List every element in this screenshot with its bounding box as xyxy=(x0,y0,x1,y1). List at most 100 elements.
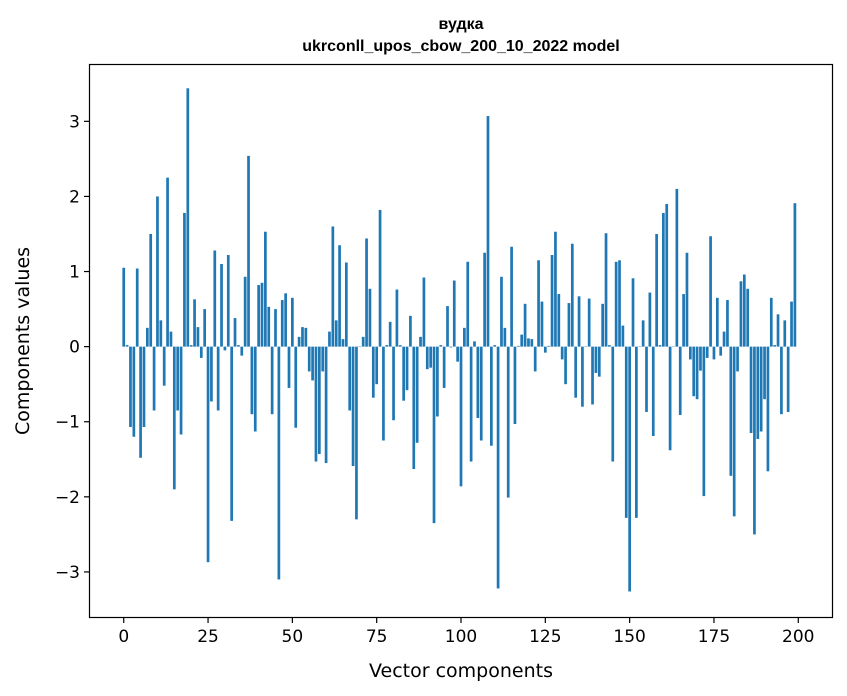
bar xyxy=(756,346,760,440)
bar xyxy=(193,299,196,347)
y-tick-label: −1 xyxy=(55,413,80,433)
bar xyxy=(297,336,301,347)
bar xyxy=(159,320,163,347)
bar xyxy=(631,278,635,347)
bar xyxy=(523,303,527,347)
bar xyxy=(715,297,719,347)
bar xyxy=(506,346,510,498)
bar xyxy=(213,250,217,347)
y-tick-label: 0 xyxy=(69,338,80,358)
bar xyxy=(648,292,652,347)
bar xyxy=(658,345,662,347)
bar xyxy=(793,203,797,347)
bar xyxy=(635,346,638,518)
bar xyxy=(145,327,149,347)
y-tick-label: 2 xyxy=(69,187,80,207)
bar xyxy=(152,346,156,411)
bar xyxy=(432,346,436,524)
bar xyxy=(685,252,689,347)
bars-group xyxy=(122,88,797,592)
bar xyxy=(277,346,281,580)
bar xyxy=(409,315,412,347)
bar xyxy=(267,306,271,347)
bar xyxy=(179,346,183,435)
bar xyxy=(726,300,729,347)
bar xyxy=(172,346,176,490)
bar xyxy=(473,341,476,347)
bar xyxy=(547,345,551,347)
plot-frame xyxy=(88,63,834,619)
bar xyxy=(608,345,611,347)
bar xyxy=(618,260,621,347)
bar xyxy=(739,281,743,347)
bar xyxy=(675,188,679,347)
bar xyxy=(260,282,264,347)
bar xyxy=(581,346,584,407)
bar xyxy=(624,346,628,518)
bar xyxy=(597,346,601,377)
bar xyxy=(250,346,254,415)
bar xyxy=(425,346,429,370)
bar xyxy=(759,346,763,432)
x-tick-label: 0 xyxy=(118,627,129,647)
bar xyxy=(766,346,770,472)
bar xyxy=(264,231,267,347)
bar xyxy=(769,297,773,347)
bar xyxy=(365,238,368,347)
bar xyxy=(742,274,746,347)
bar xyxy=(334,320,338,347)
bar xyxy=(398,345,402,347)
bar xyxy=(291,297,294,347)
bar xyxy=(486,116,490,347)
bar xyxy=(543,346,547,353)
bar xyxy=(705,346,709,358)
bar xyxy=(641,320,645,347)
bar xyxy=(564,346,567,385)
bar xyxy=(540,301,544,347)
x-axis-label: Vector components xyxy=(369,660,553,682)
bar xyxy=(591,346,594,405)
bar xyxy=(257,285,260,347)
bar xyxy=(520,334,524,347)
bar xyxy=(496,346,500,589)
bar xyxy=(719,346,723,356)
y-tick-label: −2 xyxy=(55,488,80,508)
x-tick-label: 125 xyxy=(529,627,561,647)
bar xyxy=(220,264,223,347)
bar xyxy=(375,346,379,385)
bar xyxy=(419,336,422,347)
bar xyxy=(216,346,220,411)
bar xyxy=(280,300,284,347)
bar xyxy=(318,346,321,455)
bar xyxy=(500,276,503,347)
bar xyxy=(692,346,696,397)
bar xyxy=(554,231,557,347)
bar xyxy=(321,346,325,372)
bar xyxy=(503,327,507,347)
x-tick-label: 100 xyxy=(445,627,477,647)
chart-subtitle: ukrconll_upos_cbow_200_10_2022 model xyxy=(302,38,619,55)
bar xyxy=(301,327,304,347)
bar xyxy=(621,325,625,347)
bar xyxy=(135,268,139,347)
bar xyxy=(129,346,132,427)
bar xyxy=(456,346,459,362)
bar xyxy=(763,346,766,400)
bar xyxy=(530,339,534,347)
bar xyxy=(270,346,274,415)
y-tick-label: −3 xyxy=(55,563,80,583)
bar xyxy=(452,280,456,347)
bar xyxy=(314,346,318,462)
bar xyxy=(436,346,439,417)
bar xyxy=(611,346,615,462)
bar xyxy=(371,346,375,398)
bar xyxy=(149,233,153,347)
bar xyxy=(594,346,598,373)
bar xyxy=(516,345,520,347)
bar xyxy=(189,345,193,347)
bar xyxy=(422,277,426,347)
bar xyxy=(402,346,406,401)
bar xyxy=(493,345,497,347)
bar xyxy=(776,314,780,347)
bar xyxy=(459,346,463,487)
